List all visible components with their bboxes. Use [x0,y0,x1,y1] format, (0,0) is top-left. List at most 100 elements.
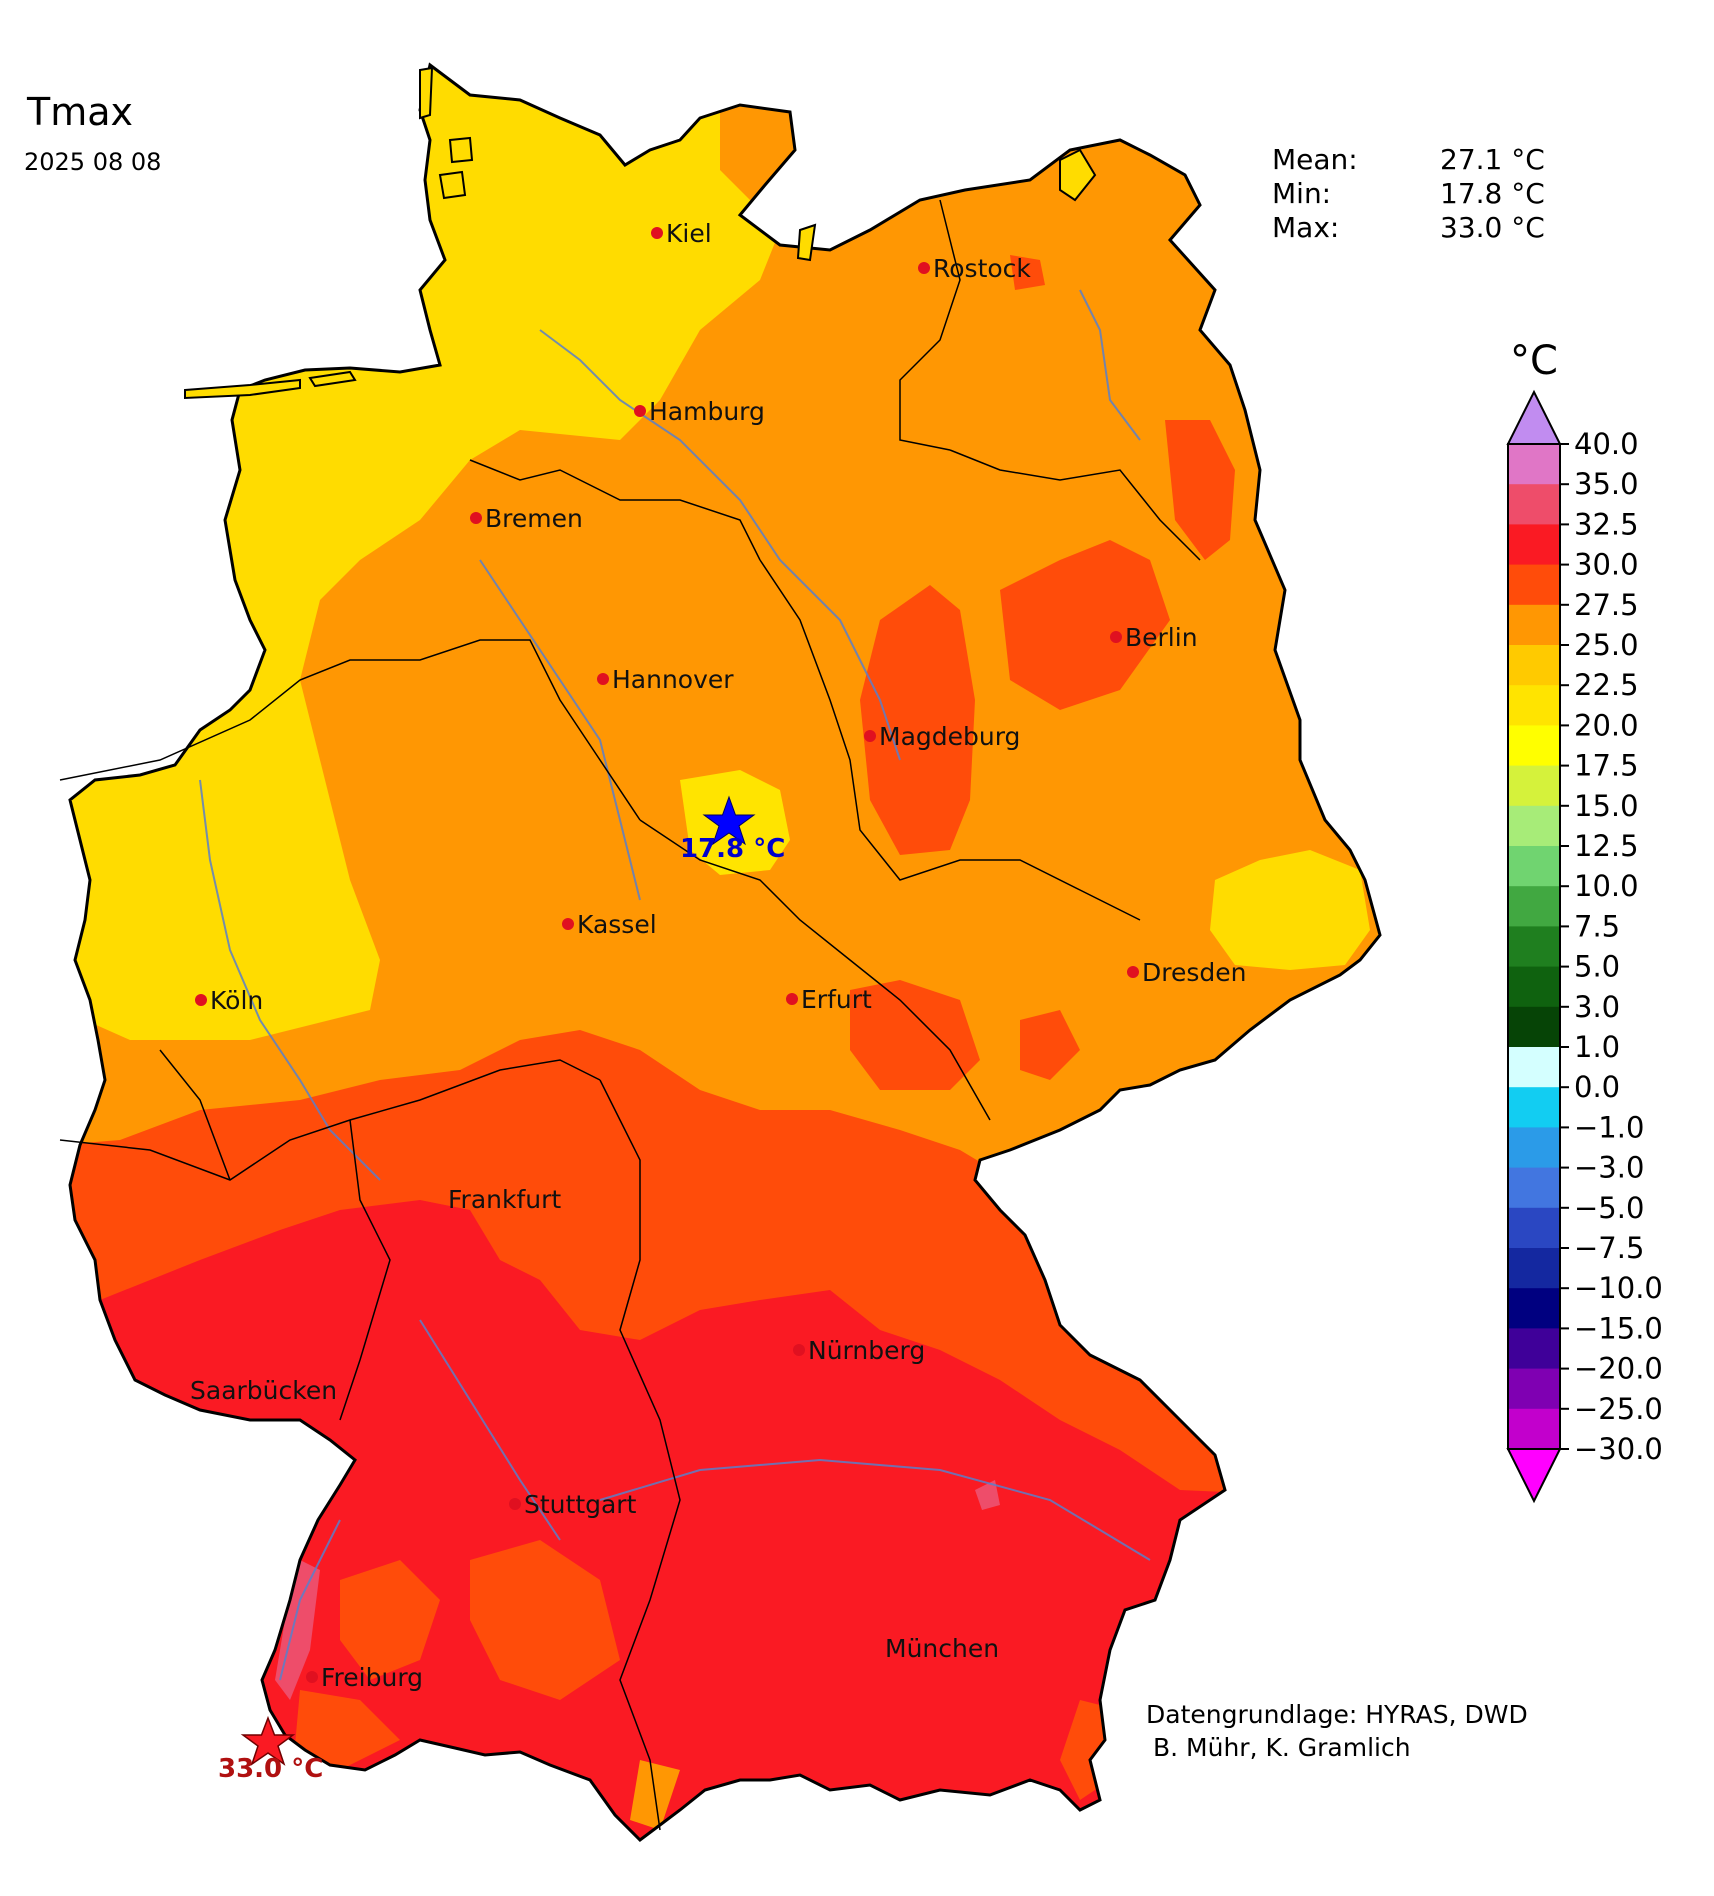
legend-tick-label: 32.5 [1574,507,1639,541]
city-label: Freiburg [321,1663,423,1692]
city-dot [786,993,798,1005]
legend-tick-label: 20.0 [1574,708,1639,742]
legend-bin [1508,645,1560,686]
city-label: Kassel [577,910,657,939]
city-label: Rostock [933,254,1031,283]
legend-bin [1508,725,1560,767]
city-dot [470,512,482,524]
city-label: München [885,1634,999,1663]
city-dot [306,1671,318,1683]
city-markers: Kiel Rostock Hamburg Bremen Berlin Hannover Ma… [190,219,1246,1692]
stat-min-value: 17.8 °C [1440,177,1545,210]
credit-authors: B. Mühr, K. Gramlich [1153,1733,1411,1762]
legend-tick-label: −25.0 [1574,1392,1663,1426]
max-star-icon [240,1715,296,1766]
stat-min-label: Min: [1272,177,1332,210]
city-dot [1110,631,1122,643]
legend-bin [1508,685,1560,726]
stat-max-label: Max: [1272,211,1340,244]
legend-tick-label: 27.5 [1574,588,1639,622]
city-dot [195,994,207,1006]
legend-tick-label: −20.0 [1574,1352,1663,1386]
legend-tick-label: 40.0 [1574,427,1639,461]
city-dot [509,1498,521,1510]
legend-bin [1508,846,1560,887]
city-label: Bremen [485,504,583,533]
legend-bin [1508,1087,1560,1128]
city-label: Erfurt [801,985,872,1014]
legend-tick-label: 7.5 [1574,909,1620,943]
map-date: 2025 08 08 [24,148,162,176]
legend-bin [1508,564,1560,606]
legend-bin [1508,444,1560,485]
legend-tick-label: 25.0 [1574,628,1639,662]
legend-bin [1508,805,1560,847]
legend-tick-label: −30.0 [1574,1432,1663,1466]
city-label: Stuttgart [524,1490,637,1519]
legend-tick-label: −3.0 [1574,1151,1644,1185]
legend-bin [1508,1006,1560,1048]
legend-bin [1508,1207,1560,1249]
city-label: Nürnberg [808,1336,925,1365]
legend-extend-max [1506,389,1562,445]
city-dot [793,1344,805,1356]
legend-bin [1508,524,1560,566]
city-dot [597,673,609,685]
legend-bin [1508,1328,1560,1370]
city-dot [1127,966,1139,978]
city-dot [918,262,930,274]
legend-bin [1508,765,1560,807]
city-label: Magdeburg [879,722,1020,751]
legend-tick-label: −15.0 [1574,1311,1663,1345]
temperature-field [70,65,1380,1840]
legend-tick-label: 10.0 [1574,869,1639,903]
legend-bin [1508,926,1560,968]
legend-tick-label: 12.5 [1574,829,1639,863]
credit-source: Datengrundlage: HYRAS, DWD [1146,1700,1528,1729]
city-label: Kiel [666,219,712,248]
legend-bin [1508,1408,1560,1450]
max-temperature-label: 33.0 °C [218,1754,323,1784]
legend-tick-label: 1.0 [1574,1030,1620,1064]
colorbar-legend: 40.0 35.0 32.5 30.0 27.5 25.0 22.5 20.0 17.5 15.0… [1506,389,1663,1504]
min-temperature-marker: 17.8 °C [680,795,785,864]
city-label: Dresden [1142,958,1246,987]
legend-bin [1508,1127,1560,1169]
legend-bin [1508,1368,1560,1410]
legend-frame [1507,443,1561,1450]
legend-tick-label: 15.0 [1574,789,1639,823]
city-label: Hamburg [649,397,765,426]
legend-extend-min [1506,1448,1562,1504]
legend-tick-label: −10.0 [1574,1271,1663,1305]
legend-bin [1508,1248,1560,1289]
city-label: Köln [210,986,263,1015]
min-star-icon [702,795,756,846]
stat-mean-value: 27.1 °C [1440,143,1545,176]
min-temperature-label: 17.8 °C [680,834,785,864]
islands [184,66,1097,400]
legend-tick-label: −7.5 [1574,1231,1644,1265]
stat-mean-label: Mean: [1272,143,1358,176]
stat-max-value: 33.0 °C [1440,211,1545,244]
legend-bin [1508,966,1560,1008]
legend-bin [1508,604,1560,646]
city-label: Hannover [612,665,734,694]
legend-tick-label: 30.0 [1574,548,1639,582]
city-dot [634,405,646,417]
max-temperature-marker: 33.0 °C [218,1715,323,1784]
legend-tick-label: −5.0 [1574,1191,1644,1225]
city-dot [651,227,663,239]
rivers [199,289,1151,1681]
city-label: Frankfurt [448,1185,561,1214]
city-dot [562,918,574,930]
city-label: Berlin [1125,623,1198,652]
legend-bin [1508,484,1560,525]
legend-tick-label: 5.0 [1574,950,1620,984]
legend-unit: °C [1510,338,1558,384]
legend-tick-label: 35.0 [1574,467,1639,501]
legend-tick-label: 17.5 [1574,749,1639,783]
legend-tick-label: −1.0 [1574,1110,1644,1144]
city-dot [864,730,876,742]
legend-bin [1508,886,1560,927]
legend-tick-label: 3.0 [1574,990,1620,1024]
